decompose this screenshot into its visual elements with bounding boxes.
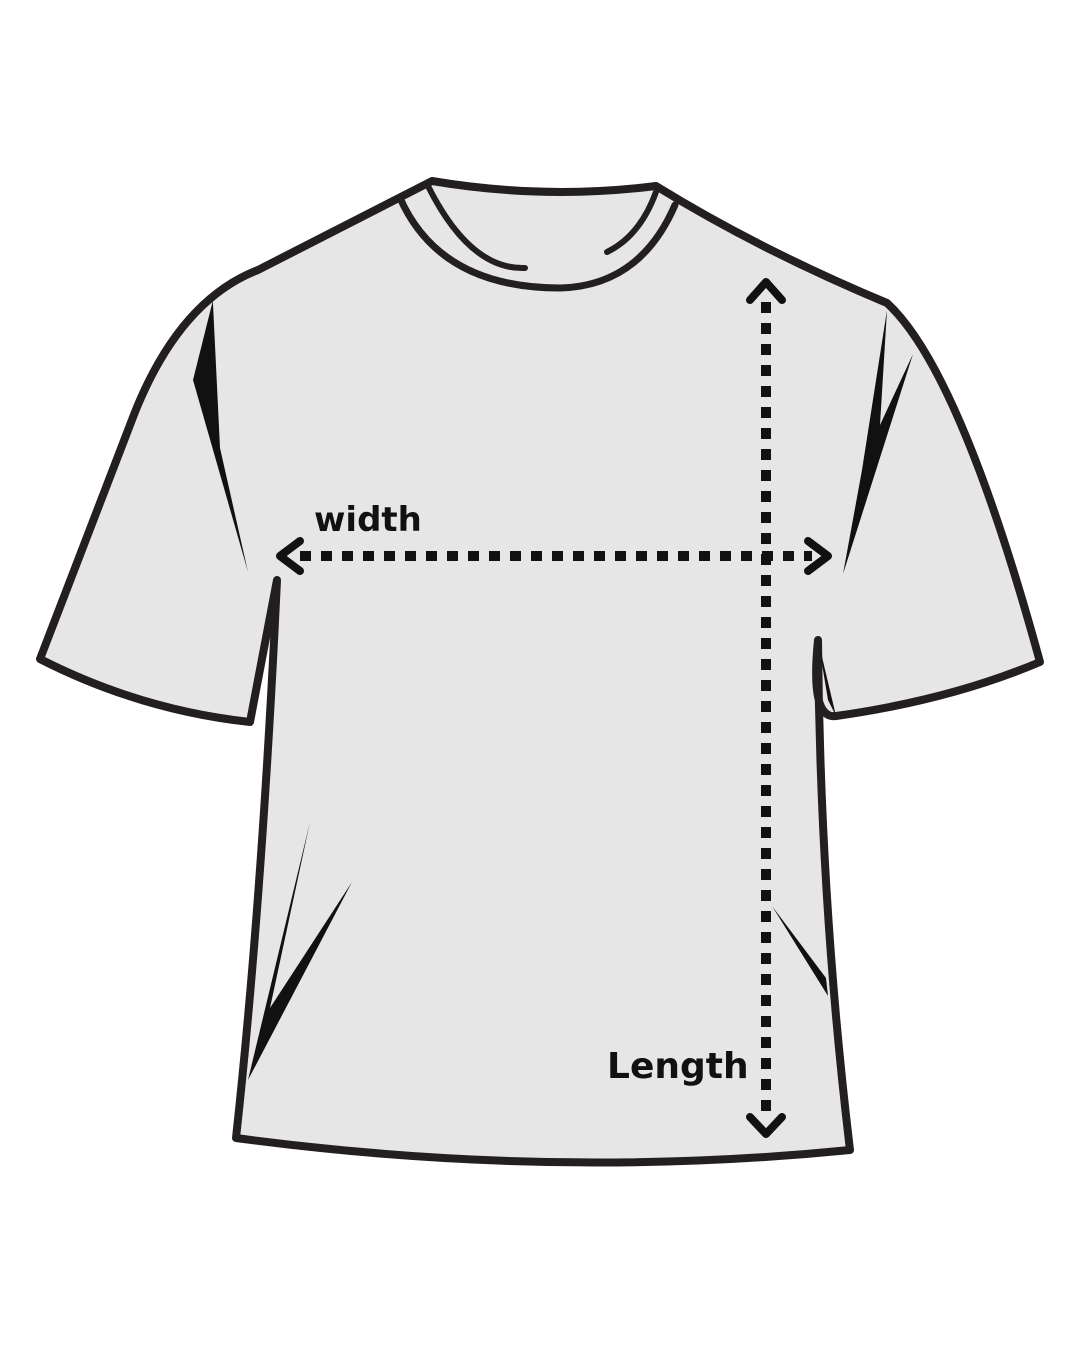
collar-outer-line [396, 194, 679, 292]
fold-line-left-shoulder [193, 300, 248, 572]
fold-line-right-underarm [818, 640, 836, 716]
length-arrowhead-top [746, 278, 786, 304]
fold-line-left-hem [248, 822, 352, 1080]
length-label: Length [607, 1046, 749, 1087]
length-arrowhead-bottom [746, 1113, 786, 1138]
length-arrow-icon [746, 278, 786, 1138]
collar-inner-line-right [604, 189, 659, 255]
t-shirt-outline [36, 177, 1044, 1167]
width-arrow-icon [276, 537, 832, 575]
fold-line-right-shoulder [843, 310, 913, 574]
width-arrowhead-right [804, 537, 832, 575]
width-label: width [314, 500, 422, 540]
fold-line-right-hem [772, 906, 828, 996]
t-shirt-icon [36, 177, 1044, 1167]
collar-inner-line [425, 183, 528, 272]
width-arrowhead-left [276, 537, 304, 575]
